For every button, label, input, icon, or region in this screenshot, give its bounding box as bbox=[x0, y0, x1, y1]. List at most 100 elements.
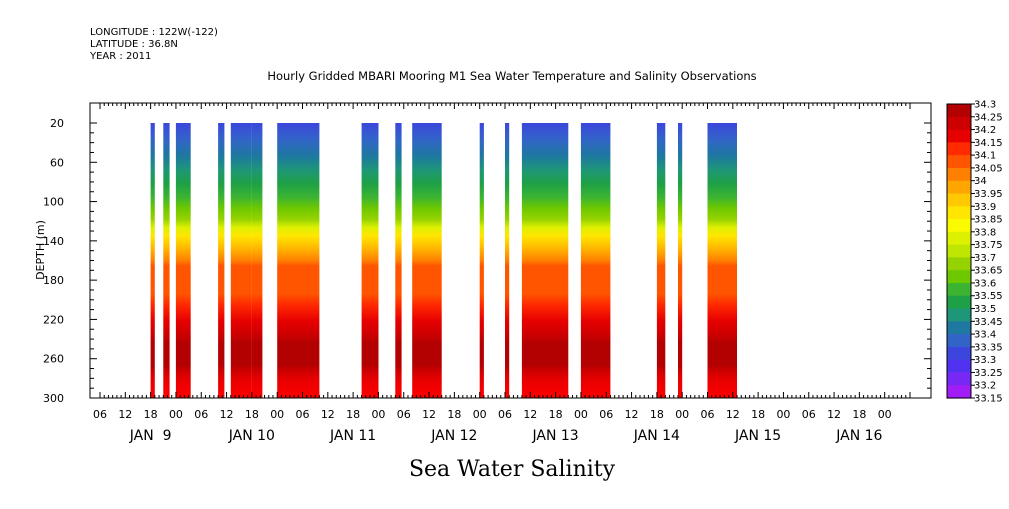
colorbar-label: 33.5 bbox=[974, 304, 996, 315]
salinity-bands bbox=[150, 123, 737, 398]
plot-frame bbox=[89, 102, 932, 399]
colorbar-swatch bbox=[947, 155, 971, 169]
colorbar-label: 33.8 bbox=[974, 227, 996, 238]
x-tick-label: 12 bbox=[726, 408, 740, 421]
colorbar-swatch bbox=[947, 167, 971, 182]
y-tick-label: 300 bbox=[43, 392, 64, 405]
x-tick-label: 00 bbox=[270, 408, 284, 421]
x-tick-label: 12 bbox=[118, 408, 132, 421]
y-tick-label: 140 bbox=[43, 235, 64, 248]
x-tick-label: 12 bbox=[625, 408, 639, 421]
x-tick-label: 06 bbox=[296, 408, 310, 421]
colorbar-swatch bbox=[947, 334, 971, 348]
colorbar-swatch bbox=[947, 346, 971, 361]
colorbar-swatch bbox=[947, 385, 971, 399]
x-tick-label: 12 bbox=[827, 408, 841, 421]
colorbar-frame bbox=[946, 103, 972, 399]
salinity-band-17 bbox=[678, 123, 683, 398]
salinity-band-15 bbox=[580, 123, 611, 398]
y-tick-label: 180 bbox=[43, 274, 64, 287]
colorbar-label: 33.6 bbox=[974, 278, 996, 289]
colorbar-label: 34.2 bbox=[974, 125, 996, 136]
colorbar-swatch bbox=[947, 219, 971, 233]
salinity-band-10 bbox=[395, 123, 402, 398]
x-tick-label: 18 bbox=[751, 408, 765, 421]
x-axis: 06 12 18 00 06 12 18 00 06 12 18 00 06 12 18 00 06 12 18 00… bbox=[93, 103, 911, 444]
x-day-label: JAN 14 bbox=[633, 428, 680, 444]
salinity-band-6 bbox=[235, 123, 252, 398]
y-tick-label: 100 bbox=[43, 196, 64, 209]
y-axis: 20 60 100 140 180 220 260 300 bbox=[43, 117, 931, 405]
x-tick-label: 18 bbox=[650, 408, 664, 421]
salinity-band-11 bbox=[412, 123, 442, 398]
colorbar-swatch bbox=[947, 129, 971, 143]
colorbar-label: 33.85 bbox=[974, 215, 1003, 226]
y-axis-label: DEPTH (m) bbox=[34, 220, 47, 280]
salinity-band-2 bbox=[163, 123, 170, 398]
y-tick-label: 260 bbox=[43, 353, 64, 366]
colorbar-label: 33.3 bbox=[974, 355, 996, 366]
colorbar-swatch bbox=[947, 257, 971, 271]
x-tick-label: 00 bbox=[574, 408, 588, 421]
colorbar-swatch bbox=[947, 244, 971, 258]
colorbar-label: 34.15 bbox=[974, 138, 1003, 149]
x-tick-label: 18 bbox=[447, 408, 461, 421]
colorbar-swatch bbox=[947, 295, 971, 310]
salinity-band-13 bbox=[505, 123, 510, 398]
x-tick-label: 06 bbox=[498, 408, 512, 421]
x-tick-label: 06 bbox=[701, 408, 715, 421]
x-tick-label: 18 bbox=[852, 408, 866, 421]
colorbar-swatch bbox=[947, 270, 971, 284]
colorbar-swatch bbox=[947, 372, 971, 386]
colorbar-swatch bbox=[947, 283, 971, 297]
x-tick-label: 00 bbox=[169, 408, 183, 421]
x-tick-label: 06 bbox=[397, 408, 411, 421]
salinity-band-8 bbox=[277, 123, 320, 398]
colorbar-swatch bbox=[947, 193, 971, 207]
colorbar-label: 33.9 bbox=[974, 202, 996, 213]
colorbar-label: 34 bbox=[974, 176, 987, 187]
colorbar-swatch bbox=[947, 308, 971, 322]
colorbar-swatch bbox=[947, 321, 971, 335]
x-day-label: JAN 13 bbox=[532, 428, 579, 444]
x-tick-label: 18 bbox=[346, 408, 360, 421]
salinity-band-5 bbox=[230, 123, 235, 398]
salinity-band-4 bbox=[218, 123, 225, 398]
colorbar-label: 33.45 bbox=[974, 317, 1003, 328]
colorbar-swatch bbox=[947, 231, 971, 246]
salinity-band-16 bbox=[656, 123, 666, 398]
x-tick-label: 18 bbox=[549, 408, 563, 421]
colorbar-label: 34.05 bbox=[974, 163, 1003, 174]
x-tick-label: 12 bbox=[422, 408, 436, 421]
colorbar-label: 33.7 bbox=[974, 253, 996, 264]
colorbar-label: 33.4 bbox=[974, 330, 996, 341]
x-day-label: JAN 15 bbox=[734, 428, 781, 444]
colorbar-swatch bbox=[947, 206, 971, 220]
x-tick-label: 00 bbox=[776, 408, 790, 421]
colorbar-swatch bbox=[947, 104, 971, 118]
colorbar-label: 33.2 bbox=[974, 381, 996, 392]
colorbar-swatch bbox=[947, 116, 971, 131]
colorbar-label: 34.3 bbox=[974, 100, 996, 111]
x-tick-label: 18 bbox=[245, 408, 259, 421]
salinity-band-12 bbox=[479, 123, 484, 398]
latitude-label: LATITUDE : 36.8N bbox=[90, 39, 178, 50]
x-day-label: JAN 9 bbox=[129, 428, 172, 444]
x-tick-label: 12 bbox=[321, 408, 335, 421]
colorbar-legend: 34.334.25 34.2 34.15 34.134.05 34 33.95 33.9 33… bbox=[946, 100, 1003, 405]
variable-label: Sea Water Salinity bbox=[409, 457, 616, 482]
colorbar-label: 33.95 bbox=[974, 189, 1003, 200]
colorbar-swatch bbox=[947, 359, 971, 374]
salinity-band-14 bbox=[521, 123, 569, 398]
x-day-label: JAN 12 bbox=[430, 428, 477, 444]
x-tick-label: 06 bbox=[93, 408, 107, 421]
salinity-band-18 bbox=[707, 123, 737, 398]
y-tick-label: 60 bbox=[50, 156, 64, 169]
year-label: YEAR : 2011 bbox=[89, 51, 151, 62]
colorbar-label: 34.25 bbox=[974, 112, 1003, 123]
x-tick-label: 06 bbox=[599, 408, 613, 421]
longitude-label: LONGITUDE : 122W(-122) bbox=[90, 27, 218, 38]
colorbar-label: 33.75 bbox=[974, 240, 1003, 251]
colorbar-label: 34.1 bbox=[974, 151, 996, 162]
